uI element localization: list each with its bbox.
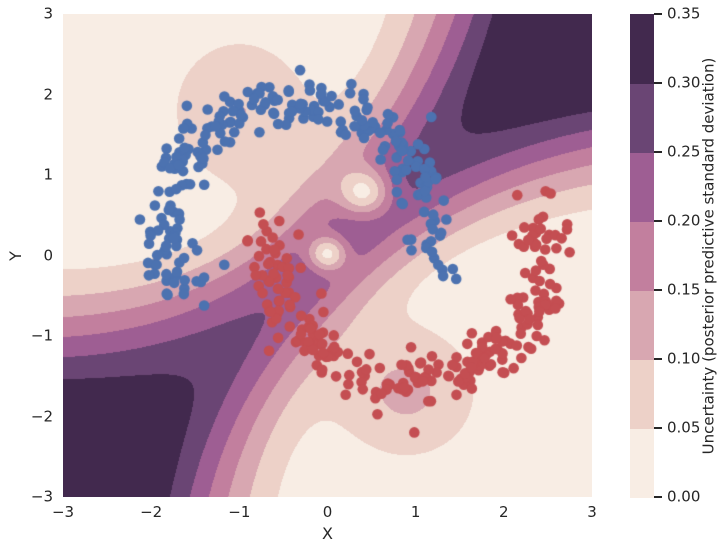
y-tick-label: −1	[30, 326, 53, 345]
colorbar-tick-mark	[654, 13, 662, 15]
colorbar-label: Uncertainty (posterior predictive standa…	[699, 57, 718, 454]
y-axis-label: Y	[6, 250, 25, 261]
contour-scatter-plot	[63, 14, 592, 497]
colorbar-band	[630, 14, 654, 84]
colorbar-band	[630, 428, 654, 498]
colorbar-band	[630, 359, 654, 429]
colorbar-tick-label: 0.00	[667, 487, 701, 506]
colorbar-tick-label: 0.25	[667, 142, 701, 161]
y-tick-label: 0	[43, 246, 53, 264]
y-tick-label: −3	[30, 487, 53, 506]
colorbar-tick-label: 0.15	[667, 280, 701, 299]
x-tick-label: 1	[410, 503, 421, 521]
colorbar-tick-mark	[654, 289, 662, 291]
y-tick-label: 2	[43, 85, 53, 103]
x-tick-label: 0	[322, 503, 333, 521]
x-tick-label: −2	[140, 503, 163, 521]
y-tick-label: 3	[43, 4, 53, 23]
colorbar-tick-mark	[654, 151, 662, 153]
colorbar-band	[630, 221, 654, 291]
colorbar-band	[630, 152, 654, 222]
colorbar-band	[630, 83, 654, 153]
colorbar-tick-label: 0.35	[667, 4, 701, 23]
x-tick-label: −1	[228, 503, 251, 521]
colorbar-tick-label: 0.05	[667, 418, 701, 437]
colorbar-tick-label: 0.20	[667, 211, 701, 230]
colorbar-tick-mark	[654, 220, 662, 222]
x-axis-label: X	[322, 524, 333, 543]
y-tick-label: −2	[30, 407, 53, 425]
x-tick-label: 2	[499, 503, 509, 521]
colorbar	[630, 14, 654, 498]
colorbar-tick-mark	[654, 427, 662, 429]
x-tick-label: 3	[587, 503, 597, 521]
colorbar-tick-label: 0.10	[667, 349, 701, 368]
colorbar-tick-mark	[654, 496, 662, 498]
colorbar-band	[630, 290, 654, 360]
x-tick-label: −3	[51, 503, 75, 521]
y-tick-label: 1	[43, 165, 53, 184]
colorbar-tick-mark	[654, 82, 662, 84]
colorbar-tick-label: 0.30	[667, 73, 701, 92]
colorbar-tick-mark	[654, 358, 662, 360]
